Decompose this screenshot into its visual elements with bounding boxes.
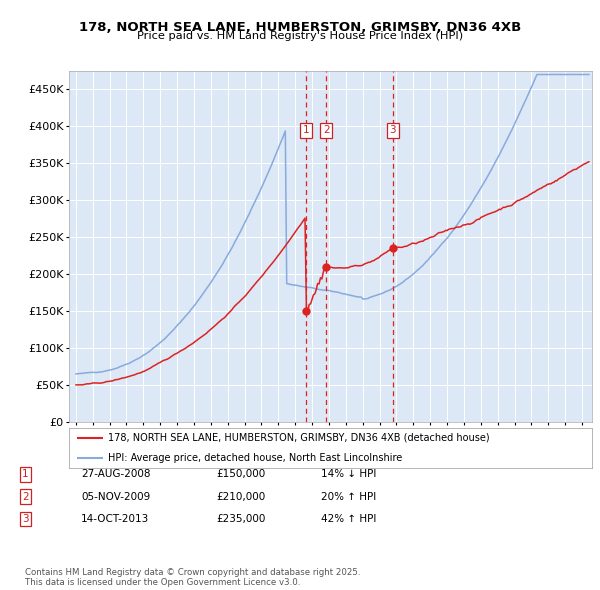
Text: 14% ↓ HPI: 14% ↓ HPI [321,470,376,479]
Text: Contains HM Land Registry data © Crown copyright and database right 2025.
This d: Contains HM Land Registry data © Crown c… [25,568,361,587]
Text: 05-NOV-2009: 05-NOV-2009 [81,492,150,502]
Text: £150,000: £150,000 [216,470,265,479]
Text: 1: 1 [22,470,29,479]
Text: 2: 2 [323,126,329,136]
Text: 178, NORTH SEA LANE, HUMBERSTON, GRIMSBY, DN36 4XB: 178, NORTH SEA LANE, HUMBERSTON, GRIMSBY… [79,21,521,34]
Text: 27-AUG-2008: 27-AUG-2008 [81,470,151,479]
Text: HPI: Average price, detached house, North East Lincolnshire: HPI: Average price, detached house, Nort… [108,453,403,463]
Text: 1: 1 [303,126,310,136]
Text: £235,000: £235,000 [216,514,265,524]
Text: 2: 2 [22,492,29,502]
Text: 3: 3 [22,514,29,524]
Text: 14-OCT-2013: 14-OCT-2013 [81,514,149,524]
Text: £210,000: £210,000 [216,492,265,502]
Text: 3: 3 [389,126,396,136]
Text: Price paid vs. HM Land Registry's House Price Index (HPI): Price paid vs. HM Land Registry's House … [137,31,463,41]
Text: 42% ↑ HPI: 42% ↑ HPI [321,514,376,524]
Text: 20% ↑ HPI: 20% ↑ HPI [321,492,376,502]
Text: 178, NORTH SEA LANE, HUMBERSTON, GRIMSBY, DN36 4XB (detached house): 178, NORTH SEA LANE, HUMBERSTON, GRIMSBY… [108,433,490,442]
